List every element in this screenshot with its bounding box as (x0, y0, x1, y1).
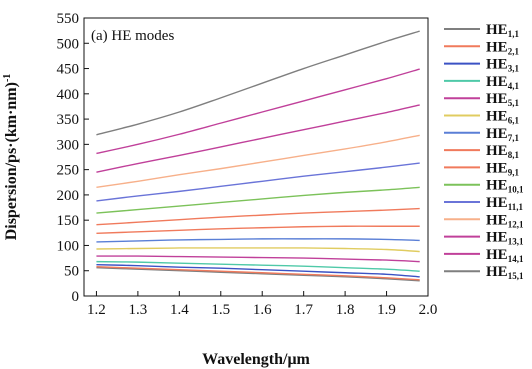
y-tick-label: 200 (57, 188, 80, 204)
y-tick-label: 450 (57, 62, 80, 78)
x-tick-label: 2.0 (419, 302, 438, 318)
x-tick-label: 1.7 (294, 302, 313, 318)
plot-area: (a) HE modes (83, 17, 429, 297)
series-line-he-7-1 (96, 238, 420, 243)
legend-entry: HE11,1 (486, 195, 523, 212)
legend-entry: HE5,1 (486, 91, 519, 108)
legend-entry: HE6,1 (486, 109, 519, 126)
x-tick-label: 1.5 (211, 302, 230, 318)
legend-entry: HE3,1 (486, 57, 519, 74)
y-tick-label: 100 (57, 238, 80, 254)
legend-entry: HE12,1 (486, 212, 524, 229)
series-line-he-8-1 (96, 225, 420, 235)
y-tick-label: 150 (57, 213, 80, 229)
plot-frame (83, 17, 429, 297)
series-line-he-14-1 (96, 68, 420, 155)
y-axis-label-text: Dispersion/ps·(km·nm) (3, 82, 20, 240)
series-line-he-4-1 (96, 260, 420, 272)
legend-entry: HE9,1 (486, 160, 519, 177)
chart-title: (a) HE modes (91, 28, 174, 44)
y-tick-label: 300 (57, 137, 80, 153)
x-axis-label: Wavelength/μm (202, 351, 310, 368)
y-axis-label: Dispersion/ps·(km·nm)-1 (2, 74, 20, 241)
legend-entry: HE1,1 (486, 22, 519, 39)
x-tick-label: 1.6 (253, 302, 272, 318)
legend-entry: HE14,1 (486, 247, 524, 264)
legend-entry: HE10,1 (486, 178, 524, 195)
x-axis: 1.2 1.3 1.4 1.5 1.6 1.7 1.8 1.9 2.0 (87, 291, 437, 318)
y-axis: 0 50 100 150 200 250 300 350 400 450 500 550 (57, 11, 89, 305)
series-line-he-12-1 (96, 134, 420, 189)
legend: HE1,1HE2,1HE3,1HE4,1HE5,1HE6,1HE7,1HE8,1… (444, 22, 524, 281)
x-tick-label: 1.3 (129, 302, 148, 318)
x-tick-label: 1.4 (170, 302, 189, 318)
legend-entry: HE2,1 (486, 39, 519, 56)
y-axis-label-superscript: -1 (2, 74, 13, 82)
x-tick-label: 1.9 (377, 302, 396, 318)
x-tick-label: 1.8 (336, 302, 355, 318)
y-tick-label: 550 (57, 11, 80, 27)
x-tick-label: 1.2 (87, 302, 106, 318)
series-line-he-2-1 (96, 265, 420, 281)
series-line-he-5-1 (96, 255, 420, 263)
legend-entry: HE13,1 (486, 230, 524, 247)
series-line-he-9-1 (96, 207, 420, 226)
y-tick-label: 400 (57, 87, 80, 103)
legend-entry: HE4,1 (486, 74, 519, 91)
y-tick-label: 350 (57, 112, 80, 128)
series-group (96, 30, 420, 282)
y-tick-label: 500 (57, 36, 80, 52)
series-line-he-6-1 (96, 247, 420, 253)
legend-entry: HE7,1 (486, 126, 519, 143)
y-tick-label: 250 (57, 163, 80, 179)
y-tick-label: 0 (72, 289, 80, 305)
series-line-he-13-1 (96, 104, 420, 173)
series-line-he-11-1 (96, 162, 420, 202)
series-line-he-15-1 (96, 30, 420, 136)
y-tick-label: 50 (64, 264, 79, 280)
series-line-he-10-1 (96, 186, 420, 214)
legend-entry: HE8,1 (486, 143, 519, 160)
series-line-he-3-1 (96, 263, 420, 278)
legend-entry: HE15,1 (486, 264, 524, 281)
series-line-he-1-1 (96, 266, 420, 282)
